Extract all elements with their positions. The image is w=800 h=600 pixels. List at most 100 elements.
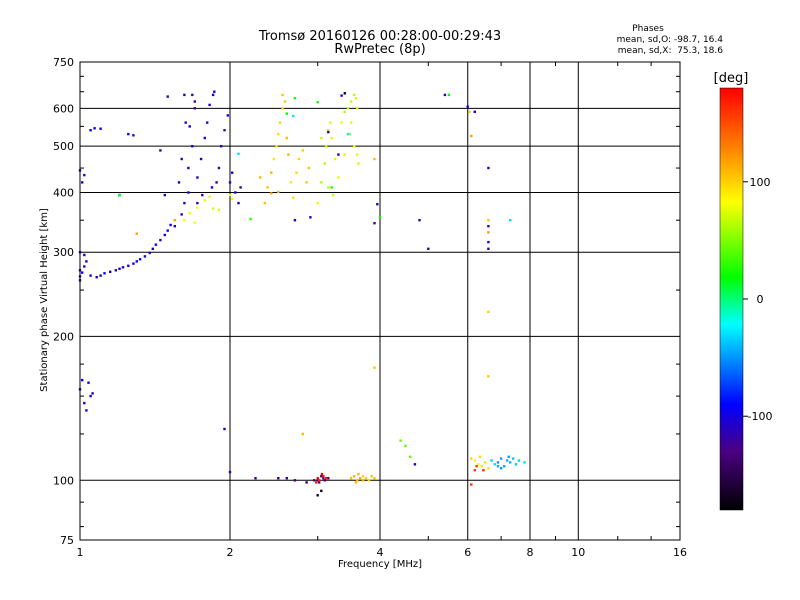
- data-point: [353, 145, 356, 148]
- data-point: [346, 107, 350, 110]
- data-point: [297, 157, 301, 161]
- data-point: [349, 477, 353, 480]
- data-point: [503, 465, 506, 468]
- data-point: [487, 219, 490, 222]
- y-tick-label: 100: [53, 474, 74, 487]
- data-point: [301, 149, 304, 152]
- data-point: [203, 199, 206, 202]
- data-point: [208, 103, 211, 107]
- data-point: [427, 247, 430, 250]
- data-point: [361, 479, 365, 482]
- data-point: [399, 439, 402, 442]
- data-point: [270, 171, 273, 174]
- data-point: [292, 196, 295, 199]
- data-point: [359, 477, 362, 480]
- data-point: [148, 251, 151, 255]
- data-point: [337, 176, 340, 179]
- data-point: [496, 461, 500, 464]
- data-point: [234, 191, 237, 194]
- data-point: [127, 132, 130, 136]
- data-point: [305, 481, 308, 484]
- plot-frame: [79, 61, 681, 541]
- data-point: [506, 459, 509, 462]
- data-point: [118, 267, 121, 270]
- data-point: [199, 157, 203, 161]
- data-point: [259, 176, 262, 179]
- data-point: [514, 463, 518, 466]
- data-point: [327, 186, 330, 189]
- data-point: [330, 186, 333, 189]
- data-point: [340, 121, 343, 124]
- colorbar-tick-label: -100: [748, 410, 773, 423]
- data-point: [183, 201, 186, 205]
- data-point: [188, 212, 191, 215]
- data-point: [275, 145, 278, 148]
- data-point: [281, 107, 284, 110]
- data-point: [507, 455, 510, 458]
- data-point: [237, 201, 240, 205]
- data-point: [490, 459, 493, 462]
- data-point: [487, 225, 490, 228]
- data-point: [223, 427, 226, 431]
- data-point: [320, 489, 323, 493]
- data-point: [93, 127, 96, 130]
- data-point: [330, 136, 333, 140]
- data-point: [215, 181, 218, 184]
- data-point: [487, 467, 490, 470]
- data-point: [499, 467, 503, 470]
- data-point: [331, 193, 335, 197]
- data-point: [320, 475, 323, 478]
- data-point: [272, 157, 276, 161]
- data-point: [83, 401, 86, 405]
- data-point: [287, 153, 290, 156]
- data-point: [320, 181, 323, 184]
- data-point: [361, 475, 365, 478]
- data-point: [354, 97, 358, 100]
- data-point: [473, 459, 476, 462]
- data-point: [443, 93, 447, 97]
- data-point: [201, 193, 204, 197]
- data-point: [475, 465, 478, 468]
- data-point: [278, 121, 282, 124]
- data-point: [348, 132, 352, 136]
- y-tick-label: 600: [53, 102, 74, 115]
- data-point: [217, 208, 221, 211]
- data-point: [83, 253, 86, 257]
- data-point: [343, 110, 346, 113]
- data-point: [349, 121, 353, 124]
- data-point: [477, 463, 480, 466]
- data-point: [323, 162, 326, 165]
- data-point: [487, 240, 490, 244]
- data-point: [173, 225, 176, 228]
- data-point: [295, 171, 298, 174]
- data-point: [187, 166, 190, 170]
- data-point: [159, 149, 162, 152]
- data-point: [89, 274, 92, 277]
- data-point: [132, 134, 135, 137]
- data-point: [180, 213, 183, 216]
- data-point: [487, 247, 490, 250]
- data-point: [370, 475, 373, 478]
- data-point: [220, 145, 223, 148]
- data-point: [322, 477, 325, 480]
- data-point: [482, 469, 485, 472]
- data-point: [89, 394, 92, 398]
- data-point: [114, 269, 117, 272]
- data-point: [470, 483, 473, 486]
- x-tick-label: 16: [673, 546, 687, 559]
- data-point: [487, 231, 490, 234]
- data-point: [301, 432, 304, 436]
- data-point: [138, 258, 142, 261]
- data-point: [196, 206, 199, 209]
- data-point: [143, 255, 147, 258]
- data-point: [447, 93, 451, 97]
- data-point: [81, 181, 84, 184]
- x-tick-label: 4: [377, 546, 384, 559]
- data-point: [289, 181, 293, 184]
- data-point: [237, 152, 240, 155]
- data-point: [127, 264, 130, 267]
- data-point: [364, 477, 368, 480]
- data-point: [523, 461, 526, 464]
- data-point: [307, 166, 311, 170]
